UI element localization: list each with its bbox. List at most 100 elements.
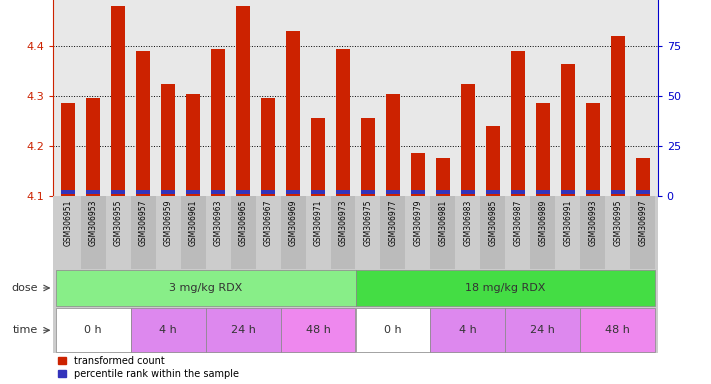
Bar — [230, 196, 256, 269]
Bar — [56, 270, 356, 306]
Text: GSM306963: GSM306963 — [213, 200, 223, 246]
Text: GSM306989: GSM306989 — [538, 200, 547, 246]
Text: 3 mg/kg RDX: 3 mg/kg RDX — [169, 283, 242, 293]
Text: dose: dose — [12, 283, 38, 293]
Text: GSM306951: GSM306951 — [64, 200, 73, 246]
Bar — [506, 196, 530, 269]
Bar — [636, 158, 650, 196]
Text: GSM306955: GSM306955 — [114, 200, 123, 246]
Bar — [536, 190, 550, 194]
Text: GSM306961: GSM306961 — [188, 200, 198, 246]
Bar — [380, 196, 405, 269]
Bar — [405, 196, 430, 269]
Bar — [580, 196, 605, 269]
Bar — [186, 190, 200, 194]
Bar — [281, 308, 356, 353]
Bar — [461, 83, 475, 196]
Bar — [530, 196, 555, 269]
Bar — [56, 196, 81, 269]
Bar — [287, 190, 300, 194]
Text: GSM306997: GSM306997 — [638, 200, 647, 246]
Text: 48 h: 48 h — [306, 325, 331, 335]
Bar — [411, 190, 424, 194]
Bar — [461, 190, 475, 194]
Text: GSM306993: GSM306993 — [588, 200, 597, 246]
Bar — [455, 196, 481, 269]
Text: GSM306971: GSM306971 — [314, 200, 323, 246]
Text: 24 h: 24 h — [530, 325, 555, 335]
Text: GSM306953: GSM306953 — [89, 200, 98, 246]
Bar — [436, 190, 450, 194]
Bar — [361, 190, 375, 194]
Bar — [256, 196, 281, 269]
Bar — [561, 63, 574, 196]
Bar — [436, 158, 450, 196]
Bar — [486, 126, 500, 196]
Text: GSM306987: GSM306987 — [513, 200, 523, 246]
Bar — [81, 196, 106, 269]
Bar — [211, 190, 225, 194]
Bar — [511, 51, 525, 196]
Text: 4 h: 4 h — [159, 325, 177, 335]
Bar — [281, 196, 306, 269]
Bar — [636, 190, 650, 194]
Bar — [87, 98, 100, 196]
Bar — [580, 308, 655, 353]
Text: 18 mg/kg RDX: 18 mg/kg RDX — [465, 283, 545, 293]
Bar — [181, 196, 205, 269]
Text: 4 h: 4 h — [459, 325, 477, 335]
Bar — [336, 48, 350, 196]
Text: GSM306969: GSM306969 — [289, 200, 298, 246]
Text: GSM306983: GSM306983 — [464, 200, 472, 246]
Bar — [630, 196, 655, 269]
Bar — [611, 190, 624, 194]
Bar — [112, 190, 125, 194]
Text: GSM306979: GSM306979 — [413, 200, 422, 246]
Text: GSM306991: GSM306991 — [563, 200, 572, 246]
Text: 0 h: 0 h — [384, 325, 402, 335]
Bar — [430, 308, 506, 353]
Bar — [605, 196, 630, 269]
Bar — [356, 308, 430, 353]
Bar — [87, 190, 100, 194]
Bar — [61, 103, 75, 196]
Bar — [586, 103, 599, 196]
Bar — [430, 196, 455, 269]
Text: 48 h: 48 h — [605, 325, 630, 335]
Bar — [205, 196, 230, 269]
Text: GSM306973: GSM306973 — [338, 200, 348, 246]
Bar — [56, 308, 131, 353]
Bar — [311, 118, 325, 196]
Bar — [287, 31, 300, 196]
Text: time: time — [13, 325, 38, 335]
Bar — [386, 190, 400, 194]
Bar — [356, 196, 380, 269]
Bar — [356, 270, 655, 306]
Bar — [331, 196, 356, 269]
Text: GSM306995: GSM306995 — [613, 200, 622, 246]
Bar — [112, 6, 125, 196]
Bar — [536, 103, 550, 196]
Bar — [561, 190, 574, 194]
Text: GSM306981: GSM306981 — [439, 200, 447, 246]
Legend: transformed count, percentile rank within the sample: transformed count, percentile rank withi… — [58, 356, 239, 379]
Bar — [586, 190, 599, 194]
Text: GSM306977: GSM306977 — [388, 200, 397, 246]
Bar — [481, 196, 506, 269]
Bar — [156, 196, 181, 269]
Text: GSM306957: GSM306957 — [139, 200, 148, 246]
Bar — [361, 118, 375, 196]
Bar — [137, 51, 150, 196]
Bar — [131, 196, 156, 269]
Bar — [261, 190, 275, 194]
Bar — [236, 6, 250, 196]
Text: GSM306967: GSM306967 — [264, 200, 272, 246]
Text: 24 h: 24 h — [230, 325, 255, 335]
Bar — [211, 48, 225, 196]
Bar — [186, 93, 200, 196]
Bar — [511, 190, 525, 194]
Text: GSM306985: GSM306985 — [488, 200, 498, 246]
Bar — [236, 190, 250, 194]
Bar — [161, 190, 175, 194]
Text: GSM306965: GSM306965 — [239, 200, 247, 246]
